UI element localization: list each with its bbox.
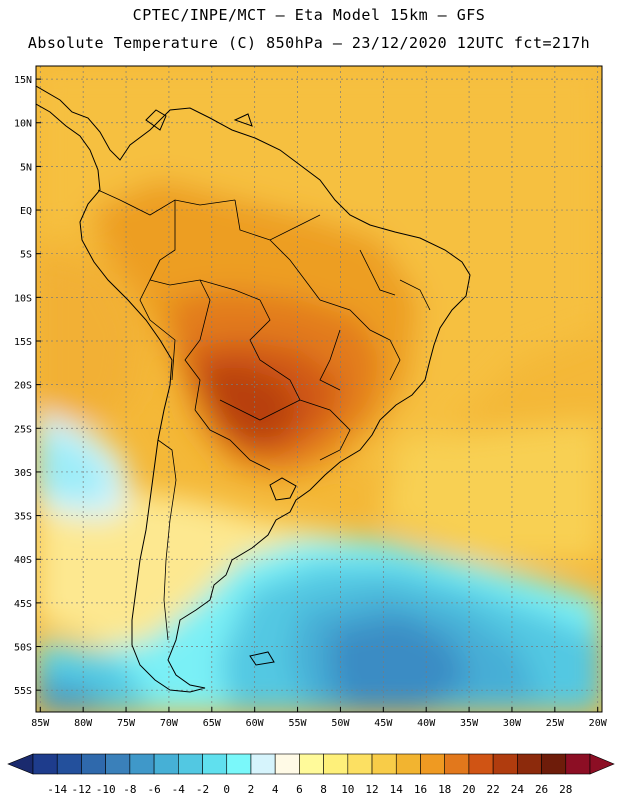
color-legend: -14 -12 -10 -8 -6 -4 -2 0 2 4 6 8 10 12 14 16 18 20 22 24 26… [7,753,615,796]
lat-label: 45S [14,599,32,610]
lon-label: 50W [331,718,350,729]
legend-swatch [395,753,421,775]
legend-swatch [371,753,397,775]
lat-label: 15N [14,75,32,86]
legend-swatch [541,753,567,775]
lon-label: 35W [460,718,479,729]
legend-swatch [492,753,518,775]
lat-label: 40S [14,555,32,566]
coastlines [36,85,471,693]
legend-swatch [250,753,276,775]
lat-label: 50S [14,643,32,654]
lat-label: 5N [20,162,32,173]
lat-label: 15S [14,337,32,348]
legend-label: 14 [390,783,404,796]
lat-label: 55S [14,686,32,697]
lon-label: 45W [374,718,393,729]
legend-swatch [105,753,131,775]
legend-label: 8 [320,783,327,796]
legend-swatch [178,753,203,775]
legend-label: 10 [341,783,354,796]
lon-label: 25W [546,718,565,729]
legend-label: -12 [71,783,91,796]
legend-label: 28 [559,783,572,796]
lat-label: 25S [14,424,32,435]
legend-label: 26 [535,783,548,796]
legend-label: 0 [223,783,230,796]
legend-label: -10 [96,783,116,796]
legend-arrow-low [7,753,34,775]
legend-swatch [565,753,591,775]
lat-label: 30S [14,468,32,479]
legend-swatch [420,753,445,775]
legend-label: -6 [147,783,160,796]
longitude-labels: 85W 80W 75W 70W 65W 60W 55W 50W 45W 40W 35W 30W 25W 2… [31,707,608,729]
temperature-field [36,66,602,712]
lat-label: 10N [14,119,32,130]
legend-swatch [226,753,252,775]
grid-lines [36,66,602,712]
map-frame [35,65,603,713]
legend-swatch [347,753,373,775]
lat-label: 10S [14,293,32,304]
lon-label: 65W [203,718,222,729]
lon-label: 60W [246,718,265,729]
political-borders [97,189,431,641]
legend-swatch [56,753,82,775]
lon-label: 30W [503,718,522,729]
legend-label: -14 [47,783,67,796]
legend-label: 12 [365,783,378,796]
legend-label: 4 [272,783,279,796]
legend-swatch [444,753,470,775]
lat-label: EQ [20,206,32,217]
lon-label: 75W [117,718,136,729]
legend-label: 6 [296,783,303,796]
lat-label: 35S [14,512,32,523]
legend-swatch [517,753,542,775]
legend-label: 18 [438,783,451,796]
lat-label: 5S [20,250,32,261]
lon-label: 80W [74,718,93,729]
lon-label: 70W [160,718,179,729]
legend-label: 20 [462,783,475,796]
legend-swatch [299,753,324,775]
legend-swatch [274,753,300,775]
legend-label: 22 [487,783,500,796]
legend-label: -2 [196,783,209,796]
legend-swatch [323,753,349,775]
lon-label: 20W [589,718,608,729]
legend-swatch [81,753,106,775]
legend-swatch [129,753,155,775]
legend-swatch [32,753,58,775]
legend-swatch [202,753,228,775]
legend-swatch [153,753,179,775]
legend-label: -4 [172,783,186,796]
latitude-labels: 15N 10N 5N EQ 5S 10S 15S 20S 25S 30S 35S 40S 45S 50S 5… [14,75,41,697]
legend-label: -8 [123,783,136,796]
legend-arrow-high [589,753,615,775]
lon-label: 55W [289,718,308,729]
lon-label: 40W [417,718,436,729]
map-title-line1: CPTEC/INPE/MCT – Eta Model 15km – GFS [132,6,486,24]
legend-label: 2 [248,783,255,796]
map-title-line2: Absolute Temperature (C) 850hPa – 23/12/… [27,34,591,52]
legend-label: 16 [414,783,427,796]
lat-label: 20S [14,381,32,392]
legend-swatch [468,753,494,775]
legend-label: 24 [511,783,525,796]
lon-label: 85W [31,718,50,729]
